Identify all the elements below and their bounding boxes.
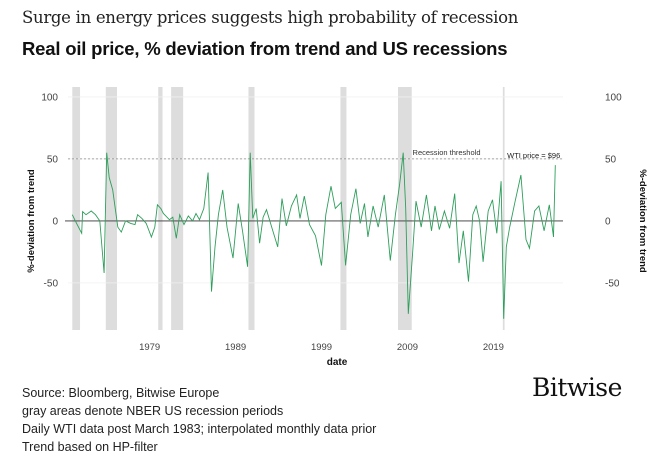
x-tick-label: 2009 <box>397 342 418 353</box>
recession-band <box>105 87 117 330</box>
x-axis-label: date <box>327 357 348 368</box>
y-tick-label-right: 0 <box>605 216 611 227</box>
source-note: Source: Bloomberg, Bitwise Europe <box>22 386 220 400</box>
y-tick-label-left: -50 <box>44 278 59 289</box>
recession-band <box>171 87 184 330</box>
x-tick-label: 2019 <box>483 342 504 353</box>
recession-band <box>398 87 412 330</box>
y-tick-label-left: 0 <box>52 216 58 227</box>
y-axis-label-right: %-deviation from trend <box>637 169 648 273</box>
recession-band <box>248 87 255 330</box>
x-tick-label: 1979 <box>139 342 160 353</box>
recession-band <box>502 87 505 330</box>
data-note: Daily WTI data post March 1983; interpol… <box>22 422 377 436</box>
x-tick-label: 1999 <box>311 342 332 353</box>
chart-subtitle: Real oil price, % deviation from trend a… <box>22 38 508 59</box>
threshold-label: Recession threshold <box>413 148 481 157</box>
x-tick-label: 1989 <box>225 342 246 353</box>
series-line <box>71 152 556 319</box>
trend-note: Trend based on HP-filter <box>22 440 158 454</box>
chart: Recession threshold WTI price = $96 -50 -… <box>26 87 648 368</box>
chart-title: Surge in energy prices suggests high pro… <box>22 8 519 27</box>
y-tick-label-right: -50 <box>605 278 620 289</box>
recession-band <box>340 87 347 330</box>
wti-price-label: WTI price = $96 <box>507 151 560 160</box>
y-tick-label-right: 100 <box>605 92 622 103</box>
bitwise-logo: Bitwise <box>532 373 622 402</box>
y-tick-label-left: 50 <box>47 154 59 165</box>
recession-note: gray areas denote NBER US recession peri… <box>22 404 284 418</box>
y-tick-label-right: 50 <box>605 154 617 165</box>
y-axis-label-left: %-deviation from trend <box>26 169 37 273</box>
recession-band <box>72 87 81 330</box>
y-tick-label-left: 100 <box>41 92 58 103</box>
